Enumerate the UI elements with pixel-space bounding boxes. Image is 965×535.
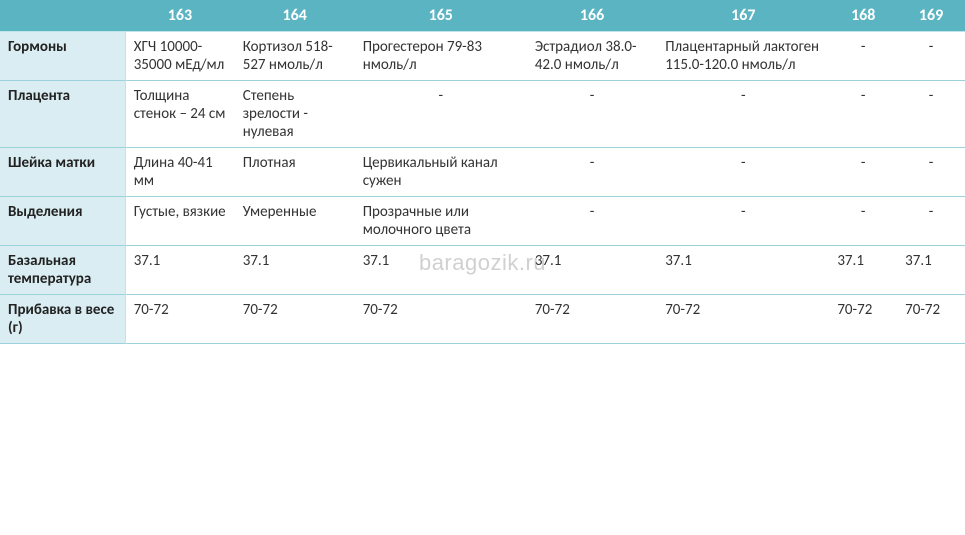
data-table: 163 164 165 166 167 168 169 Гормоны ХГЧ … — [0, 0, 965, 344]
table-row: Базальная температура 37.1 37.1 37.1 37.… — [0, 246, 965, 295]
cell: 37.1 — [125, 246, 235, 295]
cell: - — [829, 32, 897, 81]
cell: - — [657, 148, 829, 197]
cell: - — [897, 197, 965, 246]
table-row: Прибавка в весе (г) 70-72 70-72 70-72 70… — [0, 295, 965, 344]
col-header: 169 — [897, 0, 965, 32]
row-label: Гормоны — [0, 32, 125, 81]
cell: - — [829, 197, 897, 246]
table-row: Плацента Толщина стенок – 24 см Степень … — [0, 81, 965, 148]
cell: - — [897, 148, 965, 197]
cell: 37.1 — [527, 246, 657, 295]
header-row: 163 164 165 166 167 168 169 — [0, 0, 965, 32]
cell: Цервикальный канал сужен — [355, 148, 527, 197]
cell: - — [657, 81, 829, 148]
col-header: 163 — [125, 0, 235, 32]
cell: 70-72 — [829, 295, 897, 344]
cell: 37.1 — [355, 246, 527, 295]
cell: 70-72 — [897, 295, 965, 344]
cell: Длина 40-41 мм — [125, 148, 235, 197]
cell: - — [527, 197, 657, 246]
table-row: Гормоны ХГЧ 10000-35000 мЕд/мл Кортизол … — [0, 32, 965, 81]
cell: 37.1 — [657, 246, 829, 295]
cell: Толщина стенок – 24 см — [125, 81, 235, 148]
cell: - — [897, 81, 965, 148]
cell: 70-72 — [235, 295, 355, 344]
table-row: Шейка матки Длина 40-41 мм Плотная Церви… — [0, 148, 965, 197]
cell: Густые, вязкие — [125, 197, 235, 246]
cell: Эстрадиол 38.0-42.0 нмоль/л — [527, 32, 657, 81]
cell: Плацентарный лактоген 115.0-120.0 нмоль/… — [657, 32, 829, 81]
cell: Прогестерон 79-83 нмоль/л — [355, 32, 527, 81]
cell: 37.1 — [897, 246, 965, 295]
col-header: 166 — [527, 0, 657, 32]
cell: ХГЧ 10000-35000 мЕд/мл — [125, 32, 235, 81]
cell: Степень зрелости - нулевая — [235, 81, 355, 148]
row-label: Прибавка в весе (г) — [0, 295, 125, 344]
cell: Умеренные — [235, 197, 355, 246]
cell: - — [527, 81, 657, 148]
cell: 70-72 — [355, 295, 527, 344]
cell: Кортизол 518-527 нмоль/л — [235, 32, 355, 81]
table-row: Выделения Густые, вязкие Умеренные Прозр… — [0, 197, 965, 246]
table-wrap: 163 164 165 166 167 168 169 Гормоны ХГЧ … — [0, 0, 965, 344]
row-label: Выделения — [0, 197, 125, 246]
col-header: 164 — [235, 0, 355, 32]
header-spacer — [0, 0, 125, 32]
row-label: Плацента — [0, 81, 125, 148]
cell: Прозрачные или молочного цвета — [355, 197, 527, 246]
cell: - — [355, 81, 527, 148]
col-header: 167 — [657, 0, 829, 32]
col-header: 168 — [829, 0, 897, 32]
cell: - — [527, 148, 657, 197]
cell: 70-72 — [125, 295, 235, 344]
cell: 70-72 — [527, 295, 657, 344]
cell: 37.1 — [235, 246, 355, 295]
cell: - — [897, 32, 965, 81]
row-label: Базальная температура — [0, 246, 125, 295]
cell: 70-72 — [657, 295, 829, 344]
cell: Плотная — [235, 148, 355, 197]
cell: - — [829, 148, 897, 197]
cell: - — [657, 197, 829, 246]
row-label: Шейка матки — [0, 148, 125, 197]
col-header: 165 — [355, 0, 527, 32]
cell: - — [829, 81, 897, 148]
cell: 37.1 — [829, 246, 897, 295]
